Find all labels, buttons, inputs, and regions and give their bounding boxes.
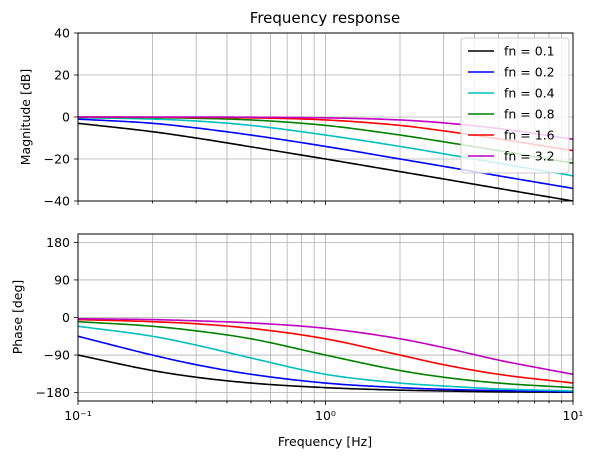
series-line <box>78 318 573 384</box>
series-line <box>78 320 573 389</box>
y-tick-label: 180 <box>46 235 70 250</box>
legend-label: fn = 0.2 <box>504 65 555 80</box>
y-tick-label: −20 <box>44 152 70 167</box>
phase-grid <box>77 234 573 401</box>
magnitude-y-ticks: 40 20 0 −20 −40 <box>44 26 78 209</box>
phase-y-axis-label: Phase [deg] <box>10 280 25 355</box>
legend-label: fn = 0.4 <box>504 86 555 101</box>
phase-y-ticks: 180 90 0 −90 −180 <box>36 235 78 400</box>
y-tick-label: −40 <box>44 194 70 209</box>
series-line <box>78 325 573 392</box>
series-line <box>78 354 573 394</box>
legend-label: fn = 1.6 <box>504 128 555 143</box>
x-axis-label: Frequency [Hz] <box>278 434 372 449</box>
y-tick-label: −180 <box>36 385 70 400</box>
series-line <box>78 118 573 190</box>
y-tick-label: −90 <box>44 348 70 363</box>
series-line <box>78 335 573 393</box>
series-line <box>78 122 573 201</box>
legend-label: fn = 3.2 <box>504 149 555 164</box>
y-tick-label: 90 <box>54 272 70 287</box>
phase-plot: 180 90 0 −90 −180 10⁻¹ 10⁰ 10¹ Phase [deg] <box>10 233 583 423</box>
phase-series-lines <box>78 317 573 394</box>
legend-label: fn = 0.1 <box>504 44 555 59</box>
x-tick-label: 10¹ <box>563 408 584 423</box>
y-tick-label: 0 <box>62 110 70 125</box>
x-tick-label: 10⁰ <box>315 408 336 423</box>
legend: fn = 0.1 fn = 0.2 fn = 0.4 fn = 0.8 fn = 1.6… <box>460 37 570 174</box>
magnitude-x-ticks <box>77 201 574 205</box>
legend-label: fn = 0.8 <box>504 107 555 122</box>
chart-title: Frequency response <box>250 9 400 27</box>
series-line <box>78 317 573 376</box>
y-tick-label: 20 <box>54 68 70 83</box>
phase-x-ticks: 10⁻¹ 10⁰ 10¹ <box>64 401 583 423</box>
magnitude-y-axis-label: Magnitude [dB] <box>18 69 33 165</box>
x-tick-label: 10⁻¹ <box>64 408 92 423</box>
y-tick-label: 0 <box>62 310 70 325</box>
y-tick-label: 40 <box>54 26 70 41</box>
